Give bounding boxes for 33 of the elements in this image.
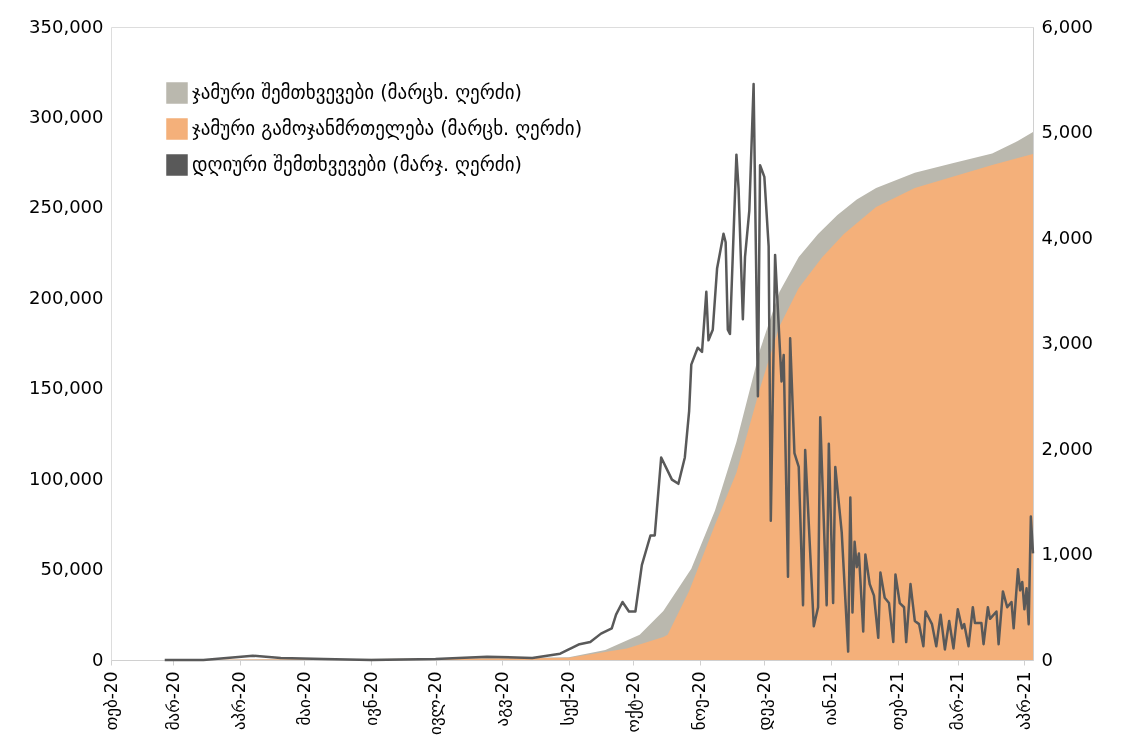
y-tick-label: 200,000 xyxy=(29,286,104,308)
y-tick-label: 0 xyxy=(92,648,104,670)
x-tick-label: ოქტ-20 xyxy=(622,671,643,733)
x-tick-label: მაი-20 xyxy=(293,671,314,726)
y2-tick-label: 3,000 xyxy=(1041,332,1094,353)
y-tick-label: 150,000 xyxy=(29,377,104,399)
x-tick-label: დეკ-20 xyxy=(753,671,774,731)
y-tick-label: 350,000 xyxy=(29,15,104,37)
y-tick-label: 100,000 xyxy=(29,467,104,489)
y2-tick-label: 5,000 xyxy=(1041,121,1094,142)
legend-label: ჯამური შემთხვევები (მარცხ. ღერძი) xyxy=(192,81,523,104)
x-tick-label: ივლ-20 xyxy=(425,671,446,735)
y2-tick-label: 1,000 xyxy=(1041,543,1094,564)
x-tick-label: სექ-20 xyxy=(558,671,579,726)
y-tick-label: 50,000 xyxy=(40,558,104,580)
x-tick-label: ივნ-20 xyxy=(360,671,381,726)
x-tick-label: მარ-20 xyxy=(162,671,183,731)
legend-label: დღიური შემთხვევები (მარჯ. ღერძი) xyxy=(192,153,522,176)
y2-tick-label: 0 xyxy=(1041,648,1053,670)
y2-tick-label: 4,000 xyxy=(1041,226,1094,248)
y-tick-label: 250,000 xyxy=(29,196,104,218)
x-tick-label: თებ-20 xyxy=(100,671,121,731)
x-tick-label: თებ-21 xyxy=(887,671,908,731)
x-tick-label: აპრ-20 xyxy=(229,671,250,731)
x-tick-label: იან-21 xyxy=(820,671,841,726)
x-tick-label: აპრ-21 xyxy=(1013,671,1034,731)
legend-label: ჯამური გამოჯანმრთელება (მარცხ. ღერძი) xyxy=(192,117,583,140)
x-tick-label: ნოე-20 xyxy=(689,671,710,731)
x-tick-label: აგვ-20 xyxy=(491,671,512,727)
x-tick-label: მარ-21 xyxy=(947,671,968,731)
y2-tick-label: 2,000 xyxy=(1041,437,1094,459)
y2-tick-label: 6,000 xyxy=(1041,15,1094,37)
y-tick-label: 300,000 xyxy=(29,105,104,127)
